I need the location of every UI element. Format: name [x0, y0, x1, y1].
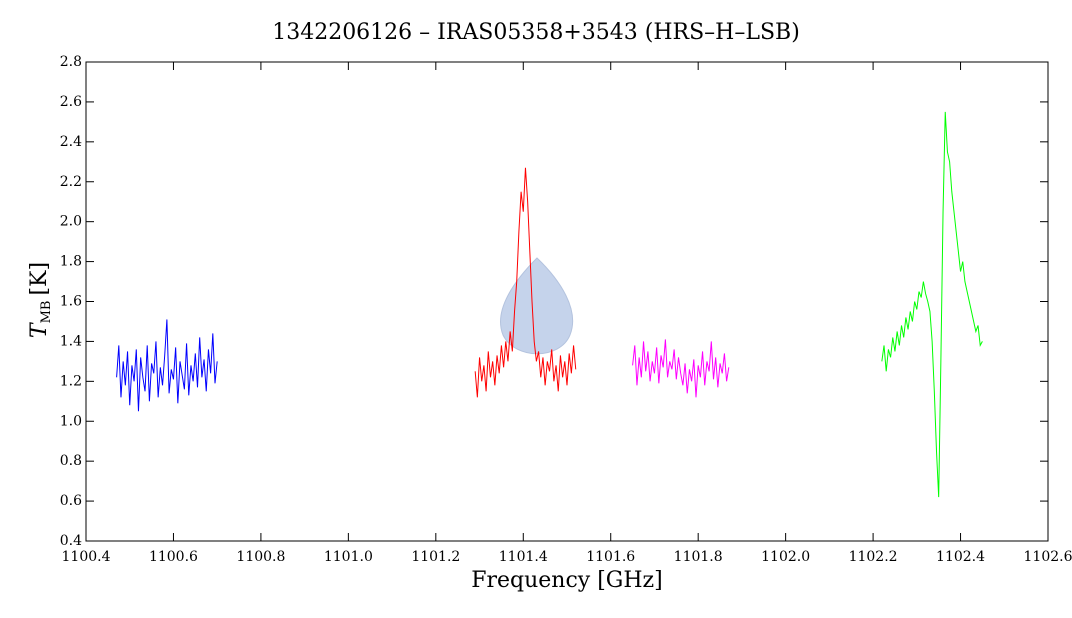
y-tick-label: 1.8 [60, 254, 82, 270]
y-tick-label: 1.6 [60, 294, 82, 310]
y-tick-label: 2.2 [60, 174, 82, 190]
x-tick-label: 1101.4 [499, 549, 548, 565]
spectrum-line [474, 167, 577, 398]
x-tick-label: 1101.0 [324, 549, 373, 565]
chart-title: 1342206126 – IRAS05358+3543 (HRS–H–LSB) [272, 20, 800, 45]
x-tick-label: 1102.4 [936, 549, 985, 565]
x-tick-label: 1100.6 [149, 549, 198, 565]
y-tick-label: 1.2 [60, 373, 82, 389]
y-tick-label: 0.6 [60, 493, 82, 509]
spectrum-line [632, 339, 730, 398]
spectrum-line [881, 111, 983, 498]
x-tick-label: 1100.4 [62, 549, 111, 565]
y-tick-label: 2.8 [60, 54, 82, 70]
x-tick-label: 1101.8 [674, 549, 723, 565]
x-tick-label: 1101.2 [411, 549, 460, 565]
x-tick-label: 1101.6 [586, 549, 635, 565]
y-tick-label: 1.4 [60, 333, 82, 349]
x-tick-label: 1100.8 [236, 549, 285, 565]
y-tick-label: 2.0 [60, 214, 82, 230]
y-tick-label: 2.6 [60, 94, 82, 110]
y-tick-label: 2.4 [60, 134, 82, 150]
x-axis-label: Frequency [GHz] [471, 568, 663, 593]
y-label-unit: [K] [27, 262, 52, 296]
x-tick-label: 1102.2 [849, 549, 898, 565]
y-tick-label: 0.4 [60, 533, 82, 549]
x-tick-label: 1102.0 [761, 549, 810, 565]
y-label-subscript: MB [39, 301, 54, 324]
y-label-symbol: T [27, 321, 52, 338]
spectrum-line [116, 319, 218, 412]
x-tick-label: 1102.6 [1024, 549, 1072, 565]
watermark [500, 257, 574, 355]
y-tick-label: 0.8 [60, 453, 82, 469]
y-tick-label: 1.0 [60, 413, 82, 429]
y-axis-label: TMB [K] [27, 262, 54, 338]
